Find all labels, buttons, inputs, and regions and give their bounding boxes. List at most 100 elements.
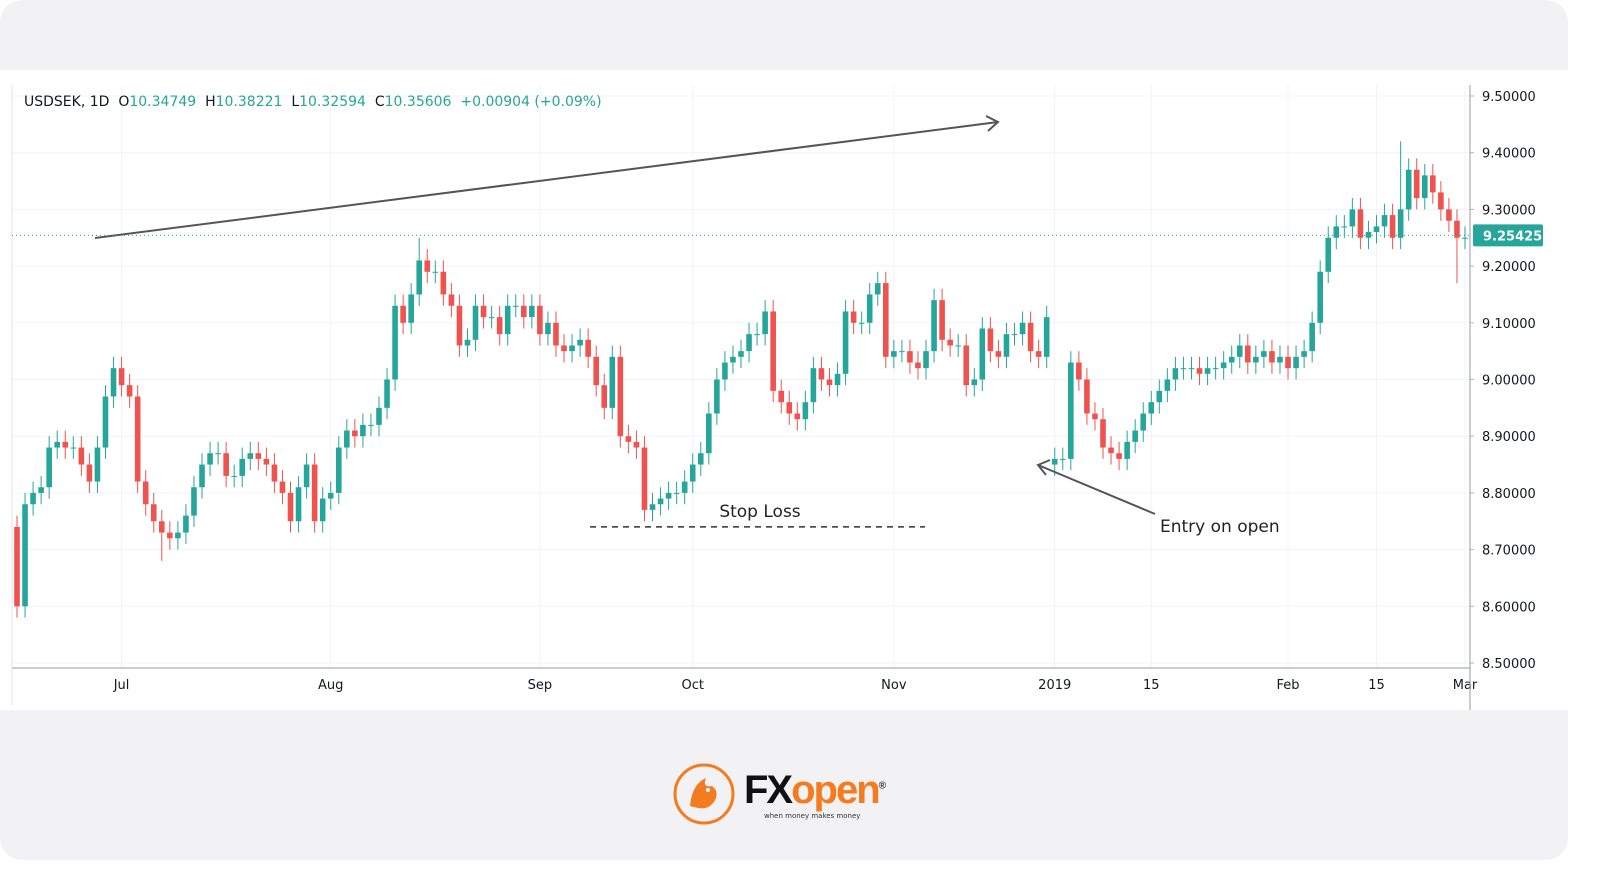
candle-body bbox=[472, 305, 479, 340]
candle-body bbox=[1180, 368, 1187, 370]
candle-body bbox=[1011, 334, 1018, 336]
candle-body bbox=[979, 328, 986, 380]
candle-body bbox=[915, 362, 921, 369]
candle-body bbox=[899, 351, 905, 353]
x-tick-label: 15 bbox=[1368, 678, 1385, 693]
chart: 8.50000 8.60000 8.70000 8.80000 8.90000 9.000… bbox=[0, 70, 1568, 710]
candle-body bbox=[231, 475, 237, 477]
close-value: 10.35606 bbox=[384, 94, 452, 110]
candle-body bbox=[1019, 322, 1026, 335]
candle-body bbox=[1027, 322, 1034, 352]
candle-body bbox=[440, 271, 447, 295]
candle-body bbox=[625, 436, 632, 442]
candle-body bbox=[617, 356, 624, 437]
candle-body bbox=[78, 447, 85, 465]
brand-open: open bbox=[791, 768, 881, 812]
candle-body bbox=[609, 356, 616, 408]
candle-body bbox=[287, 492, 294, 522]
candle-body bbox=[810, 368, 817, 403]
candle-body bbox=[553, 322, 559, 346]
candle-body bbox=[1349, 209, 1356, 227]
candle-body bbox=[738, 351, 744, 357]
candle-body bbox=[657, 498, 664, 505]
candle-body bbox=[319, 498, 326, 522]
brand: FXopen® bbox=[744, 768, 886, 813]
candle-body bbox=[1405, 169, 1412, 210]
plot-background bbox=[0, 70, 1568, 710]
candle-body bbox=[1357, 209, 1364, 238]
candle-body bbox=[1156, 390, 1163, 403]
x-tick-label: Aug bbox=[318, 678, 343, 693]
card: 8.50000 8.60000 8.70000 8.80000 8.90000 9.000… bbox=[0, 0, 1568, 860]
candle-body bbox=[295, 487, 302, 522]
y-tick-label: 8.90000 bbox=[1482, 430, 1536, 445]
candle-body bbox=[70, 447, 77, 449]
x-tick-label: Oct bbox=[681, 678, 703, 693]
candle-body bbox=[150, 504, 157, 522]
candle-body bbox=[408, 294, 414, 323]
candle-body bbox=[456, 305, 463, 346]
candle-body bbox=[38, 487, 44, 493]
candle-body bbox=[175, 532, 181, 539]
candle-body bbox=[416, 260, 423, 295]
x-tick-label: Sep bbox=[528, 678, 553, 693]
candle-body bbox=[376, 407, 382, 425]
trend-arrow bbox=[94, 121, 999, 239]
entry-arrow-head bbox=[1036, 459, 1051, 476]
candle-body bbox=[1236, 345, 1243, 357]
last-price-box bbox=[1473, 224, 1543, 247]
candle-body bbox=[368, 424, 374, 426]
candle-body bbox=[1381, 215, 1388, 227]
candle-body bbox=[110, 368, 117, 397]
candle-body bbox=[883, 283, 889, 357]
candle-body bbox=[561, 345, 567, 352]
candle-body bbox=[1253, 356, 1259, 363]
candle-body bbox=[593, 356, 599, 386]
candle-body bbox=[1204, 368, 1211, 374]
candle-body bbox=[22, 504, 28, 607]
brand-fx: FX bbox=[744, 768, 793, 812]
open-label: O bbox=[118, 94, 130, 110]
candle-body bbox=[1454, 220, 1460, 238]
candle-body bbox=[335, 447, 342, 493]
candle-body bbox=[907, 351, 913, 363]
candle-body bbox=[1188, 368, 1195, 370]
candle-body bbox=[826, 379, 833, 386]
low-label: L bbox=[291, 94, 300, 110]
candle-body bbox=[569, 345, 575, 352]
candle-body bbox=[714, 379, 720, 414]
candle-body bbox=[1228, 356, 1235, 363]
candle-body bbox=[1333, 226, 1340, 238]
candle-body bbox=[400, 305, 406, 323]
y-tick-label: 9.20000 bbox=[1482, 260, 1536, 275]
candle-body bbox=[1430, 175, 1436, 193]
candle-body bbox=[706, 413, 712, 454]
candle-body bbox=[191, 487, 197, 516]
candle-body bbox=[1076, 362, 1082, 380]
candle-body bbox=[30, 492, 36, 505]
y-tick-label: 9.50000 bbox=[1482, 90, 1536, 105]
symbol: USDSEK, 1D bbox=[24, 94, 110, 110]
candle-body bbox=[1196, 368, 1203, 374]
high-label: H bbox=[205, 94, 216, 110]
candle-body bbox=[1438, 192, 1444, 210]
candle-body bbox=[496, 317, 503, 335]
candle-body bbox=[1317, 271, 1323, 323]
candle-body bbox=[1212, 368, 1219, 370]
stop-loss-label: Stop Loss bbox=[719, 502, 800, 522]
y-tick-label: 8.60000 bbox=[1482, 600, 1536, 615]
candle-body bbox=[866, 294, 873, 323]
candle-body bbox=[987, 328, 994, 352]
candle-body bbox=[1132, 430, 1138, 442]
candle-body bbox=[263, 458, 270, 465]
y-tick-label: 8.80000 bbox=[1482, 487, 1536, 502]
candle-body bbox=[1051, 458, 1058, 465]
candle-body bbox=[159, 521, 165, 533]
candle-body bbox=[126, 385, 133, 397]
candle-body bbox=[601, 385, 608, 408]
last-price-label: 9.25425 bbox=[1483, 229, 1542, 244]
y-tick-label: 8.50000 bbox=[1482, 657, 1536, 672]
candle-body bbox=[255, 453, 262, 459]
candle-body bbox=[754, 334, 760, 336]
candle-body bbox=[802, 402, 809, 420]
